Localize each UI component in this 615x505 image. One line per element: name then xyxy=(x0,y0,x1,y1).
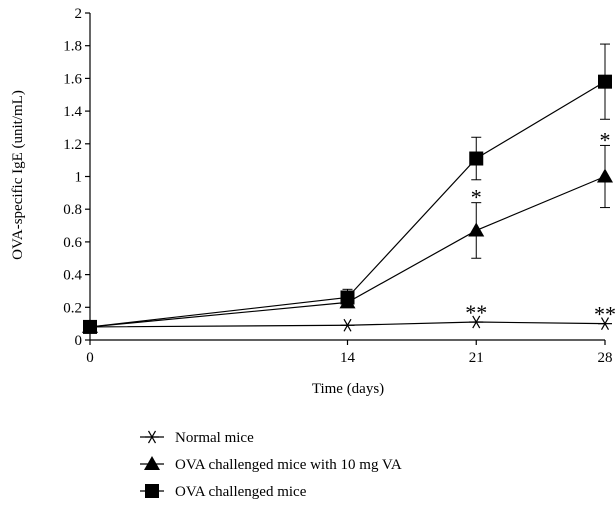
legend: Normal mice OVA challenged mice with 10 m… xyxy=(140,430,402,500)
x-tick-label: 14 xyxy=(340,350,356,366)
triangle-marker xyxy=(144,456,160,470)
square-marker xyxy=(145,484,159,498)
asterisk-marker xyxy=(145,430,159,444)
triangle-marker xyxy=(468,222,485,237)
y-tick-label: 1 xyxy=(75,170,83,186)
series-line xyxy=(89,321,606,328)
y-tick-label: 2 xyxy=(75,6,83,22)
legend-item: Normal mice xyxy=(140,430,254,446)
y-tick-label: 0.2 xyxy=(63,300,82,316)
square-marker xyxy=(340,290,355,305)
series-asterisk: ** ** xyxy=(83,300,615,334)
triangle-marker xyxy=(597,168,613,183)
y-tick-label: 0.4 xyxy=(63,268,82,284)
legend-label: Normal mice xyxy=(175,430,254,446)
y-tick-label: 1.2 xyxy=(63,137,82,153)
asterisk-marker xyxy=(469,315,484,329)
y-axis-label: OVA-specific IgE (unit/mL) xyxy=(10,90,26,260)
y-tick-label: 0.6 xyxy=(63,235,82,251)
series-line xyxy=(89,81,606,328)
y-tick-label: 1.8 xyxy=(63,39,82,55)
axes: 0 0.2 0.4 0.6 0.8 1 1.2 1.4 1.6 1.8 2 0 14 21 28 xyxy=(63,6,612,366)
legend-label: OVA challenged mice with 10 mg VA xyxy=(175,457,402,473)
legend-item: OVA challenged mice xyxy=(140,484,307,500)
significance-label: * xyxy=(471,185,482,210)
asterisk-stroke xyxy=(600,317,610,331)
x-axis-label: Time (days) xyxy=(312,381,384,397)
y-tick-label: 1.4 xyxy=(63,104,82,120)
square-marker xyxy=(598,74,612,89)
significance-label: ** xyxy=(465,300,487,325)
asterisk-marker xyxy=(598,317,612,331)
series-layer: ** **** xyxy=(82,43,615,334)
square-marker xyxy=(469,151,484,166)
y-tick-label: 0.8 xyxy=(63,202,82,218)
series-square xyxy=(83,43,612,334)
asterisk-marker xyxy=(340,318,355,332)
legend-item: OVA challenged mice with 10 mg VA xyxy=(140,456,402,473)
square-marker xyxy=(83,319,97,334)
asterisk-stroke xyxy=(472,315,481,329)
y-tick-label: 1.6 xyxy=(63,71,82,87)
significance-label: ** xyxy=(594,302,615,327)
series-line xyxy=(89,175,606,328)
x-tick-label: 21 xyxy=(469,350,484,366)
y-tick-label: 0 xyxy=(75,333,83,349)
x-tick-label: 0 xyxy=(86,350,94,366)
asterisk-stroke xyxy=(343,318,352,332)
x-tick-label: 28 xyxy=(598,350,613,366)
asterisk-stroke xyxy=(147,430,157,444)
legend-label: OVA challenged mice xyxy=(175,484,307,500)
significance-label: * xyxy=(600,127,611,152)
